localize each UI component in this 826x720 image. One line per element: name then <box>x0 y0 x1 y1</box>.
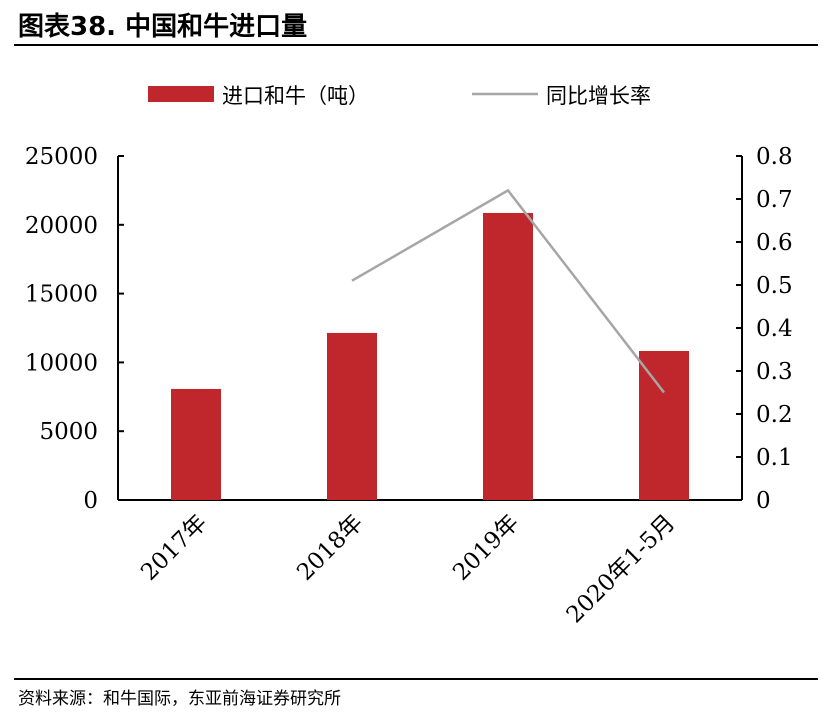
source-note: 资料来源：和牛国际，东亚前海证券研究所 <box>18 689 341 709</box>
left-tick-label: 0 <box>83 488 98 514</box>
left-tick-label: 5000 <box>39 419 98 445</box>
x-tick-label: 2018年 <box>292 510 368 586</box>
right-tick-label: 0.8 <box>756 144 793 170</box>
right-tick-label: 0.2 <box>756 402 793 428</box>
right-tick-label: 0.5 <box>756 273 793 299</box>
chart-title: 图表38. 中国和牛进口量 <box>18 12 308 42</box>
left-tick-label: 10000 <box>25 350 98 376</box>
right-tick-label: 0.7 <box>756 187 793 213</box>
bar <box>171 388 221 500</box>
left-tick-label: 15000 <box>25 282 98 308</box>
legend-line-label: 同比增长率 <box>546 84 651 108</box>
title-divider <box>14 44 818 46</box>
x-tick-label: 2020年1-5月 <box>562 510 680 628</box>
x-tick-label: 2019年 <box>448 510 524 586</box>
bar <box>327 332 377 500</box>
left-tick-label: 20000 <box>25 213 98 239</box>
bar <box>639 350 689 500</box>
bar <box>483 212 533 500</box>
right-tick-label: 0 <box>756 488 771 514</box>
right-tick-label: 0.4 <box>756 316 793 342</box>
right-tick-label: 0.3 <box>756 359 793 385</box>
left-tick-label: 25000 <box>25 144 98 170</box>
x-tick-label: 2017年 <box>136 510 212 586</box>
right-tick-label: 0.1 <box>756 445 793 471</box>
right-tick-label: 0.6 <box>756 230 793 256</box>
legend-bar-label: 进口和牛（吨） <box>222 84 369 108</box>
footer-divider <box>14 678 818 680</box>
chart: 0 5000 10000 15000 20000 25000 0 0.1 0.2 0.3 0.4 0.… <box>25 84 793 628</box>
growth-line <box>351 188 665 394</box>
legend-bar-swatch <box>148 86 214 102</box>
